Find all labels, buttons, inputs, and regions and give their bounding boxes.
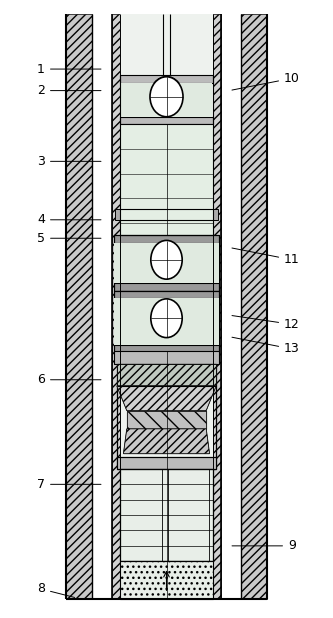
Bar <box>115 210 120 221</box>
Bar <box>120 469 213 561</box>
Polygon shape <box>124 429 209 454</box>
Bar <box>114 283 219 290</box>
Bar <box>114 242 219 283</box>
Bar <box>120 561 213 599</box>
Text: 4: 4 <box>37 213 101 226</box>
Bar <box>168 469 209 561</box>
Polygon shape <box>117 386 216 410</box>
Text: 1: 1 <box>37 62 101 75</box>
Text: 5: 5 <box>37 232 101 245</box>
Text: 6: 6 <box>37 373 101 386</box>
Bar <box>117 457 216 469</box>
Bar <box>114 351 219 365</box>
Text: 12: 12 <box>232 316 300 331</box>
Bar <box>114 235 219 290</box>
Bar <box>114 235 219 242</box>
Bar <box>121 83 212 117</box>
Text: 9: 9 <box>232 540 296 552</box>
Bar <box>241 14 267 599</box>
Text: 11: 11 <box>232 248 300 266</box>
Bar <box>120 14 213 599</box>
Text: 3: 3 <box>37 155 101 168</box>
Bar <box>120 469 213 561</box>
Bar <box>120 117 213 124</box>
Text: 7: 7 <box>37 478 101 491</box>
Ellipse shape <box>151 299 182 337</box>
Ellipse shape <box>150 77 183 117</box>
Bar <box>213 14 221 599</box>
Text: 2: 2 <box>37 84 101 97</box>
Bar <box>114 290 219 352</box>
Polygon shape <box>117 386 216 410</box>
Bar <box>117 365 216 469</box>
Bar <box>66 14 92 599</box>
Text: 13: 13 <box>232 337 300 355</box>
Bar <box>114 298 219 345</box>
Bar <box>114 290 219 298</box>
Bar <box>112 14 120 599</box>
Bar <box>120 469 162 561</box>
Text: 8: 8 <box>37 582 75 598</box>
Bar <box>213 210 218 221</box>
Bar <box>117 365 216 386</box>
Polygon shape <box>124 429 209 454</box>
Ellipse shape <box>150 77 183 117</box>
Bar <box>120 75 213 83</box>
Bar <box>127 410 206 429</box>
Text: 10: 10 <box>232 72 300 90</box>
Bar <box>114 345 219 352</box>
Ellipse shape <box>151 240 182 279</box>
Bar <box>120 124 213 235</box>
Bar <box>127 410 206 429</box>
